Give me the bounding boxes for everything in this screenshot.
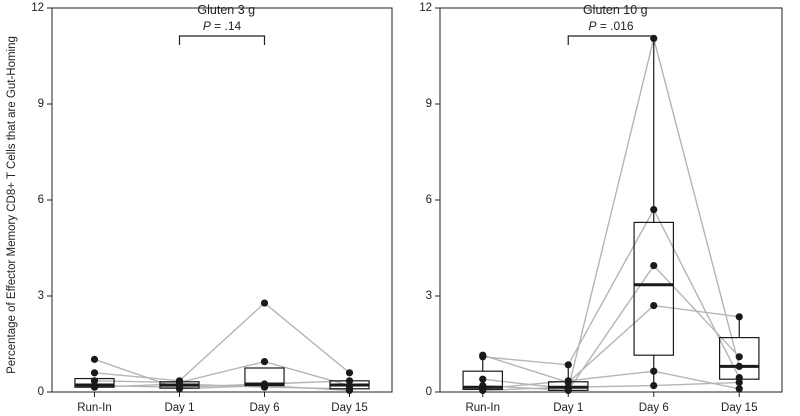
- panel-2-subject-line-6: [482, 381, 740, 392]
- panel-1-y-tick-label: 12: [31, 2, 44, 14]
- panel-1-x-tick-label: Day 1: [164, 402, 194, 414]
- panel-1-x-tick-label: Run-In: [77, 402, 112, 414]
- panel-2-x-tick-label: Run-In: [465, 402, 500, 414]
- panel-2-point: [650, 262, 658, 270]
- panel-2-subject-line-3: [482, 38, 740, 390]
- panel-1-point: [260, 358, 269, 366]
- panel-2-point: [650, 367, 658, 375]
- panel-2-point: [650, 302, 658, 310]
- panel-2-point: [650, 206, 658, 214]
- panel-2-point: [564, 377, 572, 385]
- panel-2-x-tick-label: Day 15: [721, 402, 757, 414]
- panel-1-p-bracket: [178, 35, 266, 45]
- panel-1-point: [345, 377, 354, 385]
- panel-1-p-text: = .14: [211, 19, 242, 33]
- panel-2-point: [479, 375, 487, 383]
- panel-1-point: [345, 385, 354, 393]
- panel-2-point: [479, 351, 487, 359]
- panel-1-point: [260, 299, 269, 307]
- panel-1-subject-line-2: [94, 302, 350, 382]
- panel-1-point: [90, 355, 99, 363]
- panel-2-box-rect: [633, 221, 675, 356]
- panel-1-y-tick-label: 3: [38, 290, 44, 302]
- panel-1-y-tick-label: 9: [38, 98, 44, 110]
- panel-2-subject-line-5: [482, 370, 740, 390]
- panel-2-y-tick-label: 12: [419, 2, 432, 14]
- panel-2-point: [479, 386, 487, 394]
- panel-1-x-tick-label: Day 6: [249, 402, 279, 414]
- panel-2-subject-line-2: [482, 304, 740, 384]
- panel-1-title: Gluten 3 g: [197, 3, 255, 17]
- panel-2-p-bracket: [567, 35, 655, 45]
- panel-2-point: [735, 313, 743, 321]
- panel-2-point: [564, 383, 572, 391]
- panel-2-y-tick-label: 0: [426, 386, 432, 398]
- panel-2-point: [735, 378, 743, 386]
- panel-2-point: [735, 353, 743, 361]
- panel-2-title: Gluten 10 g: [583, 3, 648, 17]
- panel-2-y-tick-label: 6: [426, 194, 432, 206]
- panel-1-y-tick-label: 6: [38, 194, 44, 206]
- panel-2-p-text: = .016: [596, 19, 633, 33]
- panel-1-point: [260, 383, 269, 391]
- panel-1-subject-line-3: [94, 360, 350, 387]
- panel-1-p-value: P = .14: [203, 19, 242, 33]
- panel-1-frame: [51, 7, 393, 393]
- panel-2-subject-line-4: [482, 264, 740, 392]
- y-axis-label: Percentage of Effector Memory CD8+ T Cel…: [6, 36, 18, 374]
- panel-1-subject-line-5: [94, 383, 350, 390]
- panel-1: 0 3 6 9 12 Run-In Day 1 Day 6 Day 15 Gluten 3 g P …: [31, 2, 393, 414]
- panel-1-point: [345, 369, 354, 377]
- panel-2-p-symbol: P: [588, 19, 596, 33]
- panel-2-subject-line-1: [482, 208, 740, 378]
- panel-2-point: [735, 362, 743, 370]
- panel-2-point: [735, 385, 743, 393]
- panel-1-x-tick-label: Day 15: [331, 402, 367, 414]
- panel-1-point: [175, 380, 184, 388]
- panel-2: 0 3 6 9 12 Run-In Day 1 Day 6 Day 15 Gluten 10 g P…: [419, 2, 783, 414]
- panel-1-p-symbol: P: [203, 19, 211, 33]
- panel-2-x-tick-label: Day 1: [553, 402, 583, 414]
- panel-2-x-tick-label: Day 6: [639, 402, 669, 414]
- panel-2-y-tick-label: 9: [426, 98, 432, 110]
- panel-1-point: [90, 383, 99, 391]
- panel-2-p-value: P = .016: [588, 19, 633, 33]
- panel-1-y-tick-label: 0: [38, 386, 44, 398]
- panel-2-point: [650, 382, 658, 390]
- panel-2-point: [564, 361, 572, 369]
- panel-2-y-tick-label: 3: [426, 290, 432, 302]
- panel-1-point: [90, 369, 99, 377]
- panel-2-point: [650, 34, 658, 43]
- panels: 0 3 6 9 12 Run-In Day 1 Day 6 Day 15 Gluten 3 g P …: [31, 2, 783, 414]
